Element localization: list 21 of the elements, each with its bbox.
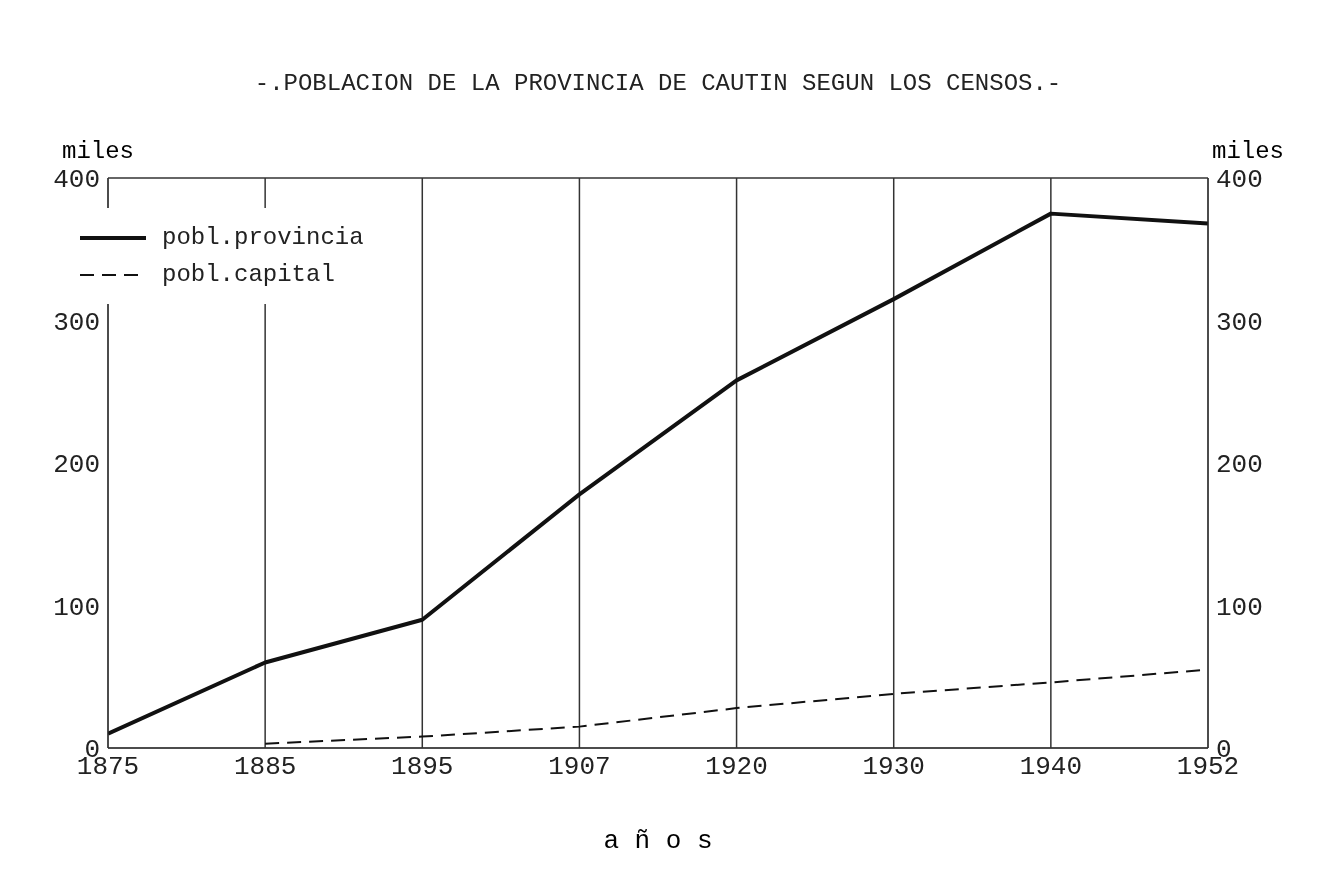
legend-label: pobl.capital <box>162 261 335 288</box>
x-tick-label: 1895 <box>391 752 454 783</box>
y2-tick-label: 100 <box>1216 592 1263 623</box>
line-series <box>108 211 1208 736</box>
y-tick-label: 300 <box>53 307 100 338</box>
x-tick-label: 1930 <box>862 752 925 783</box>
x-tick-label: 1907 <box>548 752 611 783</box>
x-tick-label: 1885 <box>233 752 297 783</box>
x-tick-label: 1920 <box>705 752 768 783</box>
y-tick-label: 200 <box>53 450 100 481</box>
chart-title: -.POBLACION DE LA PROVINCIA DE CAUTIN SEGUN LOS CENSOS.- <box>253 70 1063 97</box>
y-tick-label: 100 <box>53 592 100 623</box>
x-axis-title: a ñ o s <box>602 826 714 856</box>
y2-axis-title: miles <box>1211 138 1285 165</box>
x-tick-label: 1940 <box>1019 752 1083 783</box>
y2-tick-label: 200 <box>1216 450 1263 481</box>
y-axis-title: miles <box>61 138 135 165</box>
y-tick-label: 400 <box>53 165 100 196</box>
y2-tick-label: 400 <box>1216 165 1263 196</box>
legend-label: pobl.provincia <box>162 224 364 251</box>
y2-tick-label: 300 <box>1216 307 1263 338</box>
